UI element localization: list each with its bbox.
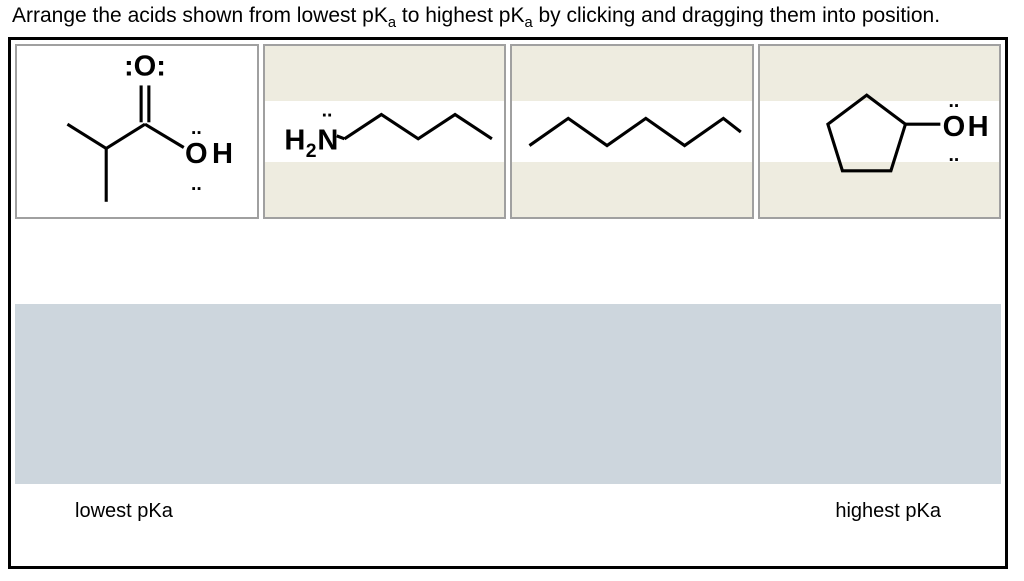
svg-text:..: .. [948, 144, 959, 166]
svg-text:H: H [284, 125, 305, 157]
svg-text:N: N [317, 125, 338, 157]
card-alkane[interactable] [510, 44, 754, 219]
exercise-frame: :O: O H .. .. H 2 N .. [8, 37, 1008, 569]
instr-part3: by clicking and dragging them into posit… [533, 4, 940, 27]
card-cyclopentanol[interactable]: O H .. .. [758, 44, 1002, 219]
card-carboxylic-acid[interactable]: :O: O H .. .. [15, 44, 259, 219]
lowest-pka-label: lowest pKa [75, 500, 173, 523]
molecule-amine-icon: H 2 N .. [265, 46, 505, 217]
pka-label-row: lowest pKa highest pKa [15, 500, 1001, 523]
svg-text:O: O [942, 111, 965, 143]
source-card-row: :O: O H .. .. H 2 N .. [15, 44, 1001, 219]
highest-pka-label: highest pKa [835, 500, 941, 523]
instr-part2: to highest pK [396, 4, 524, 27]
molecule-cyclopentanol-icon: O H .. .. [760, 46, 1000, 217]
svg-text:..: .. [321, 100, 332, 122]
molecule-alkane-icon [512, 46, 752, 217]
svg-text:H: H [967, 111, 988, 143]
drop-zone[interactable] [15, 304, 1001, 484]
svg-text:..: .. [191, 117, 202, 139]
instr-sub1: a [388, 15, 396, 31]
card-amine[interactable]: H 2 N .. [263, 44, 507, 219]
instruction-text: Arrange the acids shown from lowest pKa … [8, 4, 1016, 31]
svg-text:H: H [212, 138, 233, 170]
svg-text::O:: :O: [124, 51, 166, 83]
svg-text:..: .. [948, 90, 959, 112]
instr-sub2: a [524, 15, 532, 31]
svg-text:2: 2 [305, 140, 316, 162]
svg-text:O: O [185, 138, 208, 170]
instr-part1: Arrange the acids shown from lowest pK [12, 4, 388, 27]
svg-text:..: .. [191, 173, 202, 195]
molecule-carboxylic-acid-icon: :O: O H .. .. [17, 46, 257, 217]
